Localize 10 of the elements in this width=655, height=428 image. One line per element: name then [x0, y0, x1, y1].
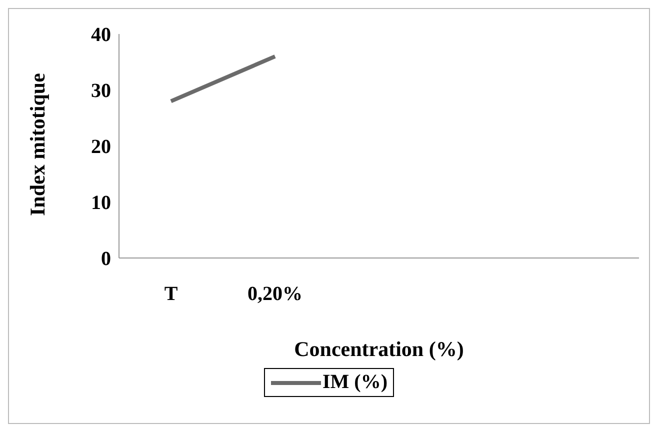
x-tick-label: 0,20% [248, 283, 302, 306]
y-tick-label: 40 [91, 24, 111, 46]
legend-label: IM (%) [322, 371, 388, 394]
y-tick-label: 30 [91, 80, 111, 102]
y-tick-label: 10 [91, 192, 111, 214]
y-tick-label: 0 [101, 248, 111, 270]
x-axis-title: Concentration (%) [294, 337, 464, 361]
x-tick-label: T [164, 283, 178, 306]
y-axis-title: Index mitotique [25, 73, 50, 216]
y-tick-label: 20 [91, 136, 111, 158]
